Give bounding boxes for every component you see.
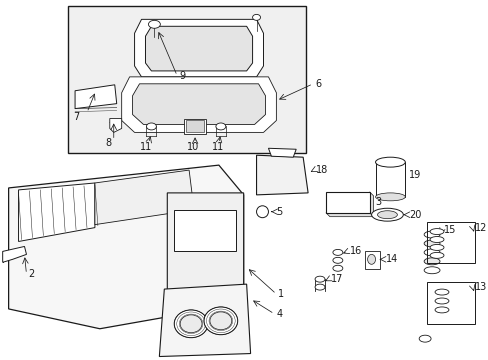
Bar xyxy=(426,222,474,263)
Polygon shape xyxy=(19,183,95,242)
Text: 16: 16 xyxy=(349,246,361,256)
Polygon shape xyxy=(167,193,243,294)
Text: 4: 4 xyxy=(276,309,282,319)
Text: 11: 11 xyxy=(211,142,224,152)
Ellipse shape xyxy=(252,14,260,21)
Polygon shape xyxy=(268,148,296,157)
Bar xyxy=(375,162,405,197)
Bar xyxy=(186,121,203,132)
Polygon shape xyxy=(256,155,307,195)
Polygon shape xyxy=(9,165,243,329)
Polygon shape xyxy=(174,210,235,251)
Ellipse shape xyxy=(146,123,156,130)
Bar xyxy=(426,282,474,324)
Polygon shape xyxy=(132,84,265,125)
Text: 19: 19 xyxy=(408,170,421,180)
Text: 11: 11 xyxy=(139,142,151,152)
Polygon shape xyxy=(109,118,122,132)
Text: 13: 13 xyxy=(474,282,486,292)
Text: 14: 14 xyxy=(385,254,397,264)
Text: 9: 9 xyxy=(179,71,185,81)
Ellipse shape xyxy=(429,229,443,235)
Ellipse shape xyxy=(375,193,405,201)
Polygon shape xyxy=(145,26,252,71)
Text: 3: 3 xyxy=(375,197,381,207)
Text: 5: 5 xyxy=(276,207,282,217)
Bar xyxy=(68,6,305,153)
Ellipse shape xyxy=(314,276,325,282)
Ellipse shape xyxy=(332,265,342,271)
Polygon shape xyxy=(134,19,263,77)
Text: 6: 6 xyxy=(314,79,321,89)
Ellipse shape xyxy=(203,307,237,335)
Ellipse shape xyxy=(423,240,439,247)
Ellipse shape xyxy=(434,307,448,313)
Ellipse shape xyxy=(209,312,231,330)
Ellipse shape xyxy=(332,257,342,263)
Ellipse shape xyxy=(377,211,397,219)
Ellipse shape xyxy=(429,252,443,258)
Ellipse shape xyxy=(367,255,375,264)
Text: 18: 18 xyxy=(315,165,327,175)
Polygon shape xyxy=(159,284,250,356)
Ellipse shape xyxy=(174,310,207,338)
Ellipse shape xyxy=(429,237,443,243)
Ellipse shape xyxy=(434,298,448,304)
Ellipse shape xyxy=(180,315,202,333)
Ellipse shape xyxy=(418,335,430,342)
Ellipse shape xyxy=(314,284,325,290)
Text: 1: 1 xyxy=(278,289,284,299)
Ellipse shape xyxy=(215,123,225,130)
Text: 20: 20 xyxy=(408,210,421,220)
Ellipse shape xyxy=(423,267,439,274)
Ellipse shape xyxy=(148,21,160,28)
Text: 17: 17 xyxy=(330,274,343,284)
Text: 8: 8 xyxy=(105,138,112,148)
Ellipse shape xyxy=(332,249,342,255)
Polygon shape xyxy=(75,85,117,109)
Polygon shape xyxy=(325,213,373,217)
Polygon shape xyxy=(369,192,373,217)
Ellipse shape xyxy=(423,231,439,238)
Text: 7: 7 xyxy=(73,112,79,122)
Text: 15: 15 xyxy=(443,225,455,235)
Ellipse shape xyxy=(423,249,439,256)
Bar xyxy=(184,118,205,134)
Text: 10: 10 xyxy=(187,142,199,152)
Ellipse shape xyxy=(256,206,268,218)
Polygon shape xyxy=(122,77,276,132)
Polygon shape xyxy=(364,251,379,269)
Text: 2: 2 xyxy=(28,269,35,279)
Ellipse shape xyxy=(371,208,403,221)
Polygon shape xyxy=(325,192,369,213)
Polygon shape xyxy=(95,170,194,225)
Ellipse shape xyxy=(375,157,405,167)
Ellipse shape xyxy=(429,244,443,251)
Ellipse shape xyxy=(423,258,439,265)
Ellipse shape xyxy=(434,289,448,295)
Polygon shape xyxy=(2,247,26,262)
Text: 12: 12 xyxy=(474,222,486,233)
